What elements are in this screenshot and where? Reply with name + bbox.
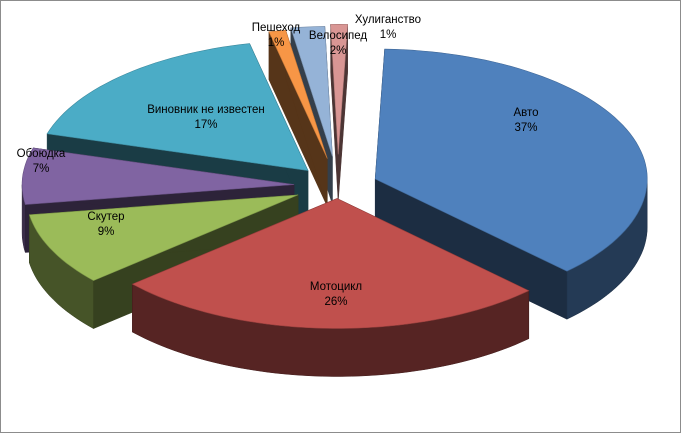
slice-percent: 17%: [194, 119, 217, 131]
slice-name: Виновник не известен: [147, 104, 265, 116]
slice-percent: 7%: [33, 163, 50, 175]
slice-6: [268, 29, 328, 207]
slice-4-top: [21, 147, 295, 205]
slice-label-8: Хулиганство 1%: [355, 14, 421, 41]
pie-slices: [21, 23, 648, 377]
slice-label-3: Скутер 9%: [87, 211, 124, 238]
slice-label-4: Обоюдка 7%: [17, 148, 66, 175]
slice-name: Обоюдка: [17, 148, 66, 160]
slice-name: Велосипед: [309, 30, 367, 42]
slice-3-top: [28, 194, 299, 281]
slice-label-7: Велосипед 2%: [309, 30, 367, 57]
slice-name: Авто: [513, 107, 538, 119]
slice-name: Хулиганство: [355, 14, 421, 26]
slice-percent: 9%: [98, 226, 115, 238]
slice-label-6: Пешеход 1%: [252, 22, 301, 49]
slice-name: Пешеход: [252, 22, 301, 34]
slice-percent: 1%: [268, 37, 285, 49]
slice-label-1: Авто 37%: [513, 107, 538, 134]
slice-label-5: Виновник не известен 17%: [147, 104, 265, 131]
slice-7-top: [290, 26, 333, 157]
slice-2: [131, 198, 530, 377]
slice-label-2: Мотоцикл 26%: [310, 281, 362, 308]
slice-6-top: [268, 29, 328, 159]
slice-name: Скутер: [87, 211, 124, 223]
pie-labels: Авто 37% Мотоцикл 26% Скутер 9% Обоюдка 7% Винов…: [17, 14, 539, 308]
slice-percent: 37%: [514, 122, 537, 134]
slice-1: [374, 48, 648, 320]
slice-percent: 1%: [380, 29, 397, 41]
slice-8: [330, 23, 349, 203]
slice-percent: 2%: [330, 45, 347, 57]
slice-percent: 26%: [324, 296, 347, 308]
slice-1-top: [374, 48, 648, 272]
slice-8-top: [330, 23, 349, 155]
slice-name: Мотоцикл: [310, 281, 362, 293]
slice-5-top: [46, 43, 309, 171]
slice-2-top: [131, 198, 530, 329]
